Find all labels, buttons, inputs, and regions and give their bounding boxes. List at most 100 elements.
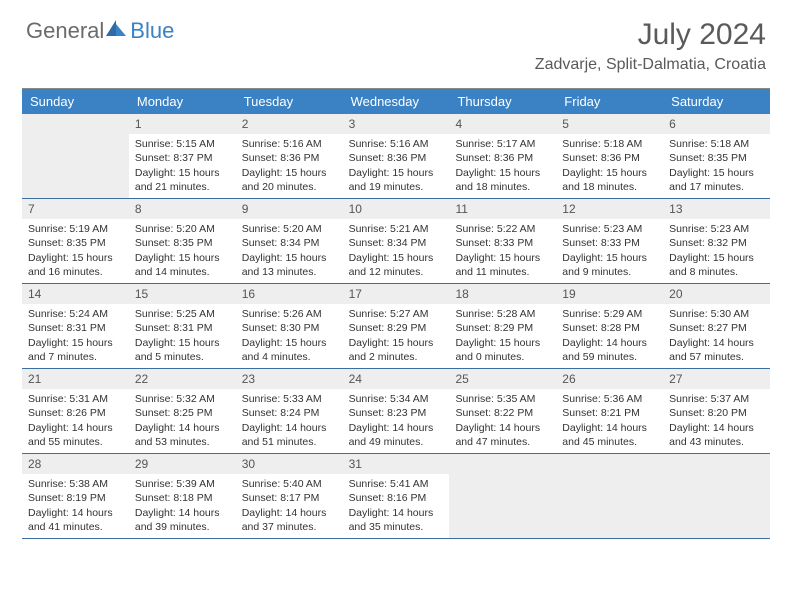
sunset-line: Sunset: 8:33 PM [562, 236, 657, 250]
daylight-line-1: Daylight: 15 hours [562, 251, 657, 265]
daylight-line-2: and 41 minutes. [28, 520, 123, 534]
daylight-line-2: and 20 minutes. [242, 180, 337, 194]
empty-cell [556, 454, 663, 538]
day-number: 26 [556, 369, 663, 389]
daylight-line-1: Daylight: 14 hours [135, 421, 230, 435]
day-number: 28 [22, 454, 129, 474]
daylight-line-1: Daylight: 15 hours [28, 336, 123, 350]
day-cell: 1Sunrise: 5:15 AMSunset: 8:37 PMDaylight… [129, 114, 236, 198]
day-number: 7 [22, 199, 129, 219]
day-cell: 28Sunrise: 5:38 AMSunset: 8:19 PMDayligh… [22, 454, 129, 538]
daylight-line-2: and 49 minutes. [349, 435, 444, 449]
day-number: 30 [236, 454, 343, 474]
day-number: 23 [236, 369, 343, 389]
sunrise-line: Sunrise: 5:28 AM [455, 307, 550, 321]
daylight-line-1: Daylight: 15 hours [135, 336, 230, 350]
empty-cell [22, 114, 129, 198]
sunrise-line: Sunrise: 5:16 AM [349, 137, 444, 151]
brand-logo: General Blue [26, 18, 174, 44]
sunrise-line: Sunrise: 5:17 AM [455, 137, 550, 151]
day-number: 5 [556, 114, 663, 134]
day-number: 22 [129, 369, 236, 389]
daylight-line-2: and 37 minutes. [242, 520, 337, 534]
day-cell: 13Sunrise: 5:23 AMSunset: 8:32 PMDayligh… [663, 199, 770, 283]
day-number: 8 [129, 199, 236, 219]
sunrise-line: Sunrise: 5:24 AM [28, 307, 123, 321]
day-cell: 16Sunrise: 5:26 AMSunset: 8:30 PMDayligh… [236, 284, 343, 368]
sunrise-line: Sunrise: 5:18 AM [562, 137, 657, 151]
daylight-line-1: Daylight: 14 hours [242, 421, 337, 435]
daylight-line-1: Daylight: 15 hours [135, 251, 230, 265]
day-cell: 15Sunrise: 5:25 AMSunset: 8:31 PMDayligh… [129, 284, 236, 368]
empty-cell [663, 454, 770, 538]
sunrise-line: Sunrise: 5:27 AM [349, 307, 444, 321]
daylight-line-1: Daylight: 14 hours [28, 506, 123, 520]
day-cell: 19Sunrise: 5:29 AMSunset: 8:28 PMDayligh… [556, 284, 663, 368]
day-number: 3 [343, 114, 450, 134]
daylight-line-1: Daylight: 14 hours [669, 336, 764, 350]
month-title: July 2024 [535, 18, 766, 52]
sunset-line: Sunset: 8:22 PM [455, 406, 550, 420]
day-number: 25 [449, 369, 556, 389]
sunset-line: Sunset: 8:31 PM [135, 321, 230, 335]
week-row: 1Sunrise: 5:15 AMSunset: 8:37 PMDaylight… [22, 114, 770, 199]
sunset-line: Sunset: 8:31 PM [28, 321, 123, 335]
daylight-line-2: and 16 minutes. [28, 265, 123, 279]
day-cell: 2Sunrise: 5:16 AMSunset: 8:36 PMDaylight… [236, 114, 343, 198]
day-cell: 9Sunrise: 5:20 AMSunset: 8:34 PMDaylight… [236, 199, 343, 283]
dow-header: Tuesday [236, 89, 343, 114]
day-cell: 7Sunrise: 5:19 AMSunset: 8:35 PMDaylight… [22, 199, 129, 283]
day-cell: 29Sunrise: 5:39 AMSunset: 8:18 PMDayligh… [129, 454, 236, 538]
day-cell: 3Sunrise: 5:16 AMSunset: 8:36 PMDaylight… [343, 114, 450, 198]
daylight-line-2: and 57 minutes. [669, 350, 764, 364]
brand-part1: General [26, 18, 104, 44]
daylight-line-2: and 59 minutes. [562, 350, 657, 364]
sunrise-line: Sunrise: 5:37 AM [669, 392, 764, 406]
sunset-line: Sunset: 8:35 PM [28, 236, 123, 250]
sunset-line: Sunset: 8:36 PM [242, 151, 337, 165]
day-number: 16 [236, 284, 343, 304]
day-cell: 14Sunrise: 5:24 AMSunset: 8:31 PMDayligh… [22, 284, 129, 368]
dow-header: Friday [556, 89, 663, 114]
daylight-line-2: and 21 minutes. [135, 180, 230, 194]
sunset-line: Sunset: 8:35 PM [669, 151, 764, 165]
week-row: 28Sunrise: 5:38 AMSunset: 8:19 PMDayligh… [22, 454, 770, 539]
daylight-line-1: Daylight: 15 hours [669, 166, 764, 180]
daylight-line-1: Daylight: 15 hours [669, 251, 764, 265]
daylight-line-2: and 39 minutes. [135, 520, 230, 534]
day-cell: 11Sunrise: 5:22 AMSunset: 8:33 PMDayligh… [449, 199, 556, 283]
daylight-line-2: and 0 minutes. [455, 350, 550, 364]
sunrise-line: Sunrise: 5:18 AM [669, 137, 764, 151]
sunset-line: Sunset: 8:18 PM [135, 491, 230, 505]
sunrise-line: Sunrise: 5:20 AM [135, 222, 230, 236]
daylight-line-1: Daylight: 14 hours [349, 421, 444, 435]
sunrise-line: Sunrise: 5:23 AM [562, 222, 657, 236]
sunset-line: Sunset: 8:34 PM [242, 236, 337, 250]
day-number: 27 [663, 369, 770, 389]
day-cell: 4Sunrise: 5:17 AMSunset: 8:36 PMDaylight… [449, 114, 556, 198]
sunset-line: Sunset: 8:30 PM [242, 321, 337, 335]
day-number: 9 [236, 199, 343, 219]
daylight-line-1: Daylight: 14 hours [242, 506, 337, 520]
daylight-line-1: Daylight: 15 hours [135, 166, 230, 180]
sunrise-line: Sunrise: 5:39 AM [135, 477, 230, 491]
daylight-line-1: Daylight: 15 hours [28, 251, 123, 265]
day-cell: 22Sunrise: 5:32 AMSunset: 8:25 PMDayligh… [129, 369, 236, 453]
day-number: 1 [129, 114, 236, 134]
sunrise-line: Sunrise: 5:29 AM [562, 307, 657, 321]
day-number: 12 [556, 199, 663, 219]
daylight-line-1: Daylight: 15 hours [455, 166, 550, 180]
weeks-container: 1Sunrise: 5:15 AMSunset: 8:37 PMDaylight… [22, 114, 770, 539]
daylight-line-1: Daylight: 15 hours [349, 251, 444, 265]
calendar: SundayMondayTuesdayWednesdayThursdayFrid… [22, 88, 770, 539]
sunset-line: Sunset: 8:27 PM [669, 321, 764, 335]
sunset-line: Sunset: 8:36 PM [562, 151, 657, 165]
daylight-line-1: Daylight: 15 hours [349, 336, 444, 350]
day-cell: 5Sunrise: 5:18 AMSunset: 8:36 PMDaylight… [556, 114, 663, 198]
day-number: 2 [236, 114, 343, 134]
daylight-line-1: Daylight: 14 hours [455, 421, 550, 435]
sunrise-line: Sunrise: 5:38 AM [28, 477, 123, 491]
daylight-line-1: Daylight: 14 hours [562, 336, 657, 350]
daylight-line-2: and 8 minutes. [669, 265, 764, 279]
day-cell: 18Sunrise: 5:28 AMSunset: 8:29 PMDayligh… [449, 284, 556, 368]
